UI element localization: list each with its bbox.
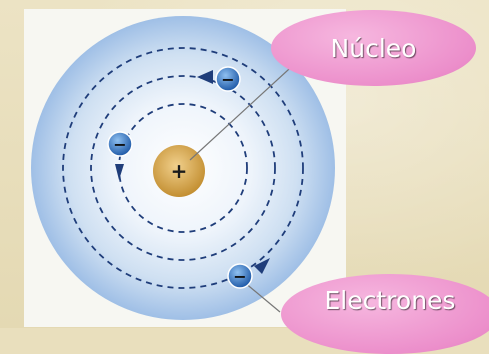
electron-bottom-arrow bbox=[254, 258, 270, 274]
nucleus-charge: + bbox=[171, 159, 188, 183]
orbit-middle bbox=[90, 75, 276, 261]
electron-top-charge: − bbox=[221, 70, 234, 89]
nucleus-callout: Núcleo bbox=[271, 10, 476, 86]
electron-bottom: − bbox=[227, 258, 270, 289]
electrons-pointer-line bbox=[243, 281, 281, 313]
electron-left: − bbox=[107, 131, 133, 180]
electron-left-arrow bbox=[115, 164, 124, 180]
electron-top: − bbox=[197, 66, 241, 92]
orbit-outer bbox=[62, 47, 304, 289]
electron-top-arrow bbox=[197, 70, 213, 84]
electron-bottom-charge: − bbox=[233, 267, 246, 286]
electrons-label: Electrones bbox=[324, 286, 456, 315]
electrons-callout: Electrones bbox=[281, 274, 489, 354]
atom-diagram: + − − − bbox=[31, 16, 335, 320]
nucleus-label: Núcleo bbox=[330, 33, 417, 63]
electron-left-charge: − bbox=[113, 135, 126, 154]
